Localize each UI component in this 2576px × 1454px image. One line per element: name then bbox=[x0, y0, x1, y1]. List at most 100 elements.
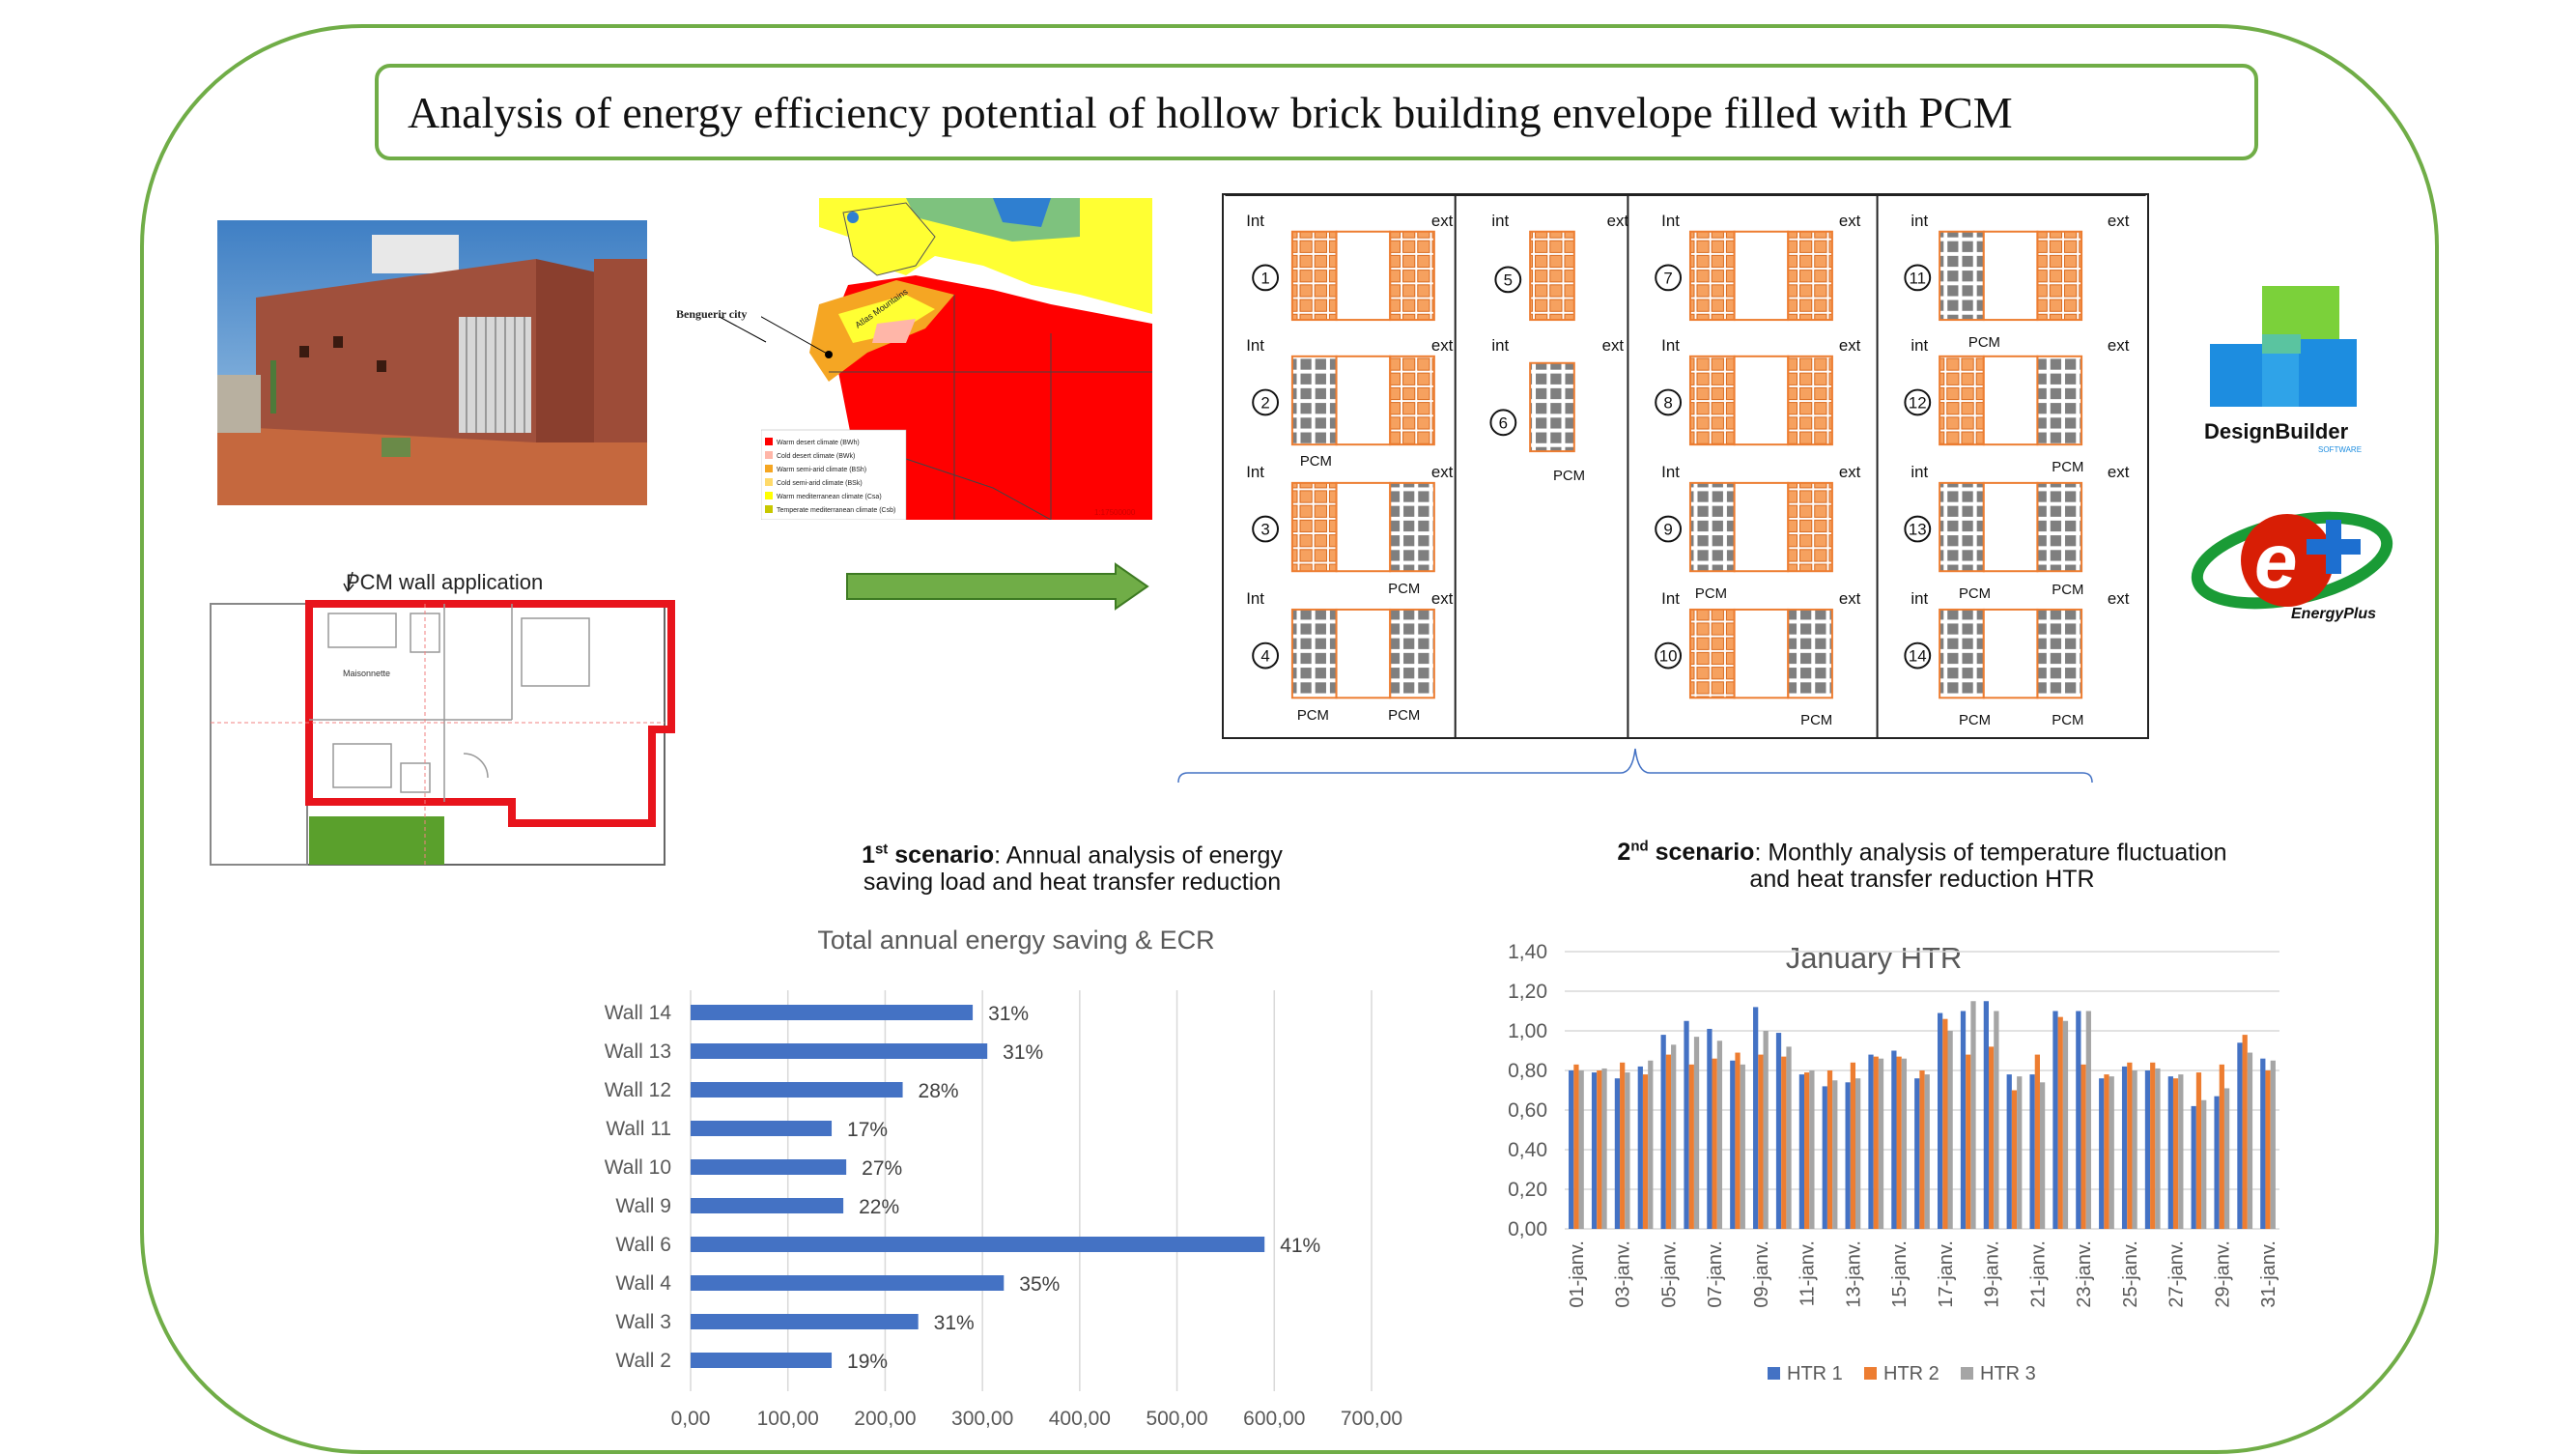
chart2-bar bbox=[1707, 1028, 1713, 1229]
chart2-bar bbox=[1924, 1074, 1930, 1229]
pcm-label: PCM bbox=[1297, 708, 1329, 724]
energyplus-text: EnergyPlus bbox=[2291, 606, 2376, 622]
wall-number: 13 bbox=[1909, 520, 1927, 538]
pcm-label: PCM bbox=[1968, 335, 2000, 351]
int-label: Int bbox=[1661, 463, 1680, 481]
chart2-bar bbox=[1919, 1070, 1925, 1229]
chart2-bar bbox=[2260, 1058, 2266, 1229]
chart1-data-label: 22% bbox=[859, 1196, 899, 1218]
pcm-brick bbox=[2036, 481, 2083, 573]
ext-label: ext bbox=[2108, 336, 2130, 355]
ext-label: ext bbox=[1431, 589, 1454, 608]
ext-label: ext bbox=[1607, 212, 1629, 230]
chart2-bar bbox=[1642, 1074, 1649, 1229]
scenario2-line2: and heat transfer reduction HTR bbox=[1749, 866, 2095, 894]
chart1-data-label: 17% bbox=[847, 1119, 888, 1141]
chart1-category: Wall 11 bbox=[606, 1118, 671, 1140]
chart2-bar bbox=[2223, 1088, 2230, 1229]
chart2-bar bbox=[2201, 1099, 2207, 1229]
chart2-ytick: 1,20 bbox=[1508, 981, 1547, 1003]
ext-label: ext bbox=[1431, 212, 1454, 230]
chart2-legend-swatch bbox=[1768, 1367, 1780, 1380]
chart2-bar bbox=[2085, 1011, 2091, 1229]
chart2-bar bbox=[2011, 1090, 2018, 1229]
chart2-ytick: 1,00 bbox=[1508, 1020, 1547, 1042]
chart2-bar bbox=[1832, 1080, 1838, 1229]
wall-number-badge bbox=[1904, 264, 1932, 292]
january-htr-chart: January HTR 0,00 0,20 0,40 0,60 0,80 1,00 1,20 1… bbox=[1508, 941, 2279, 1384]
air-gap bbox=[1335, 608, 1392, 699]
air-gap bbox=[1335, 230, 1392, 322]
chart2-bar bbox=[1947, 1031, 1953, 1229]
chart2-bar bbox=[2034, 1054, 2040, 1229]
int-label: Int bbox=[1661, 336, 1680, 355]
hollow-brick bbox=[1688, 230, 1736, 322]
chart2-bar bbox=[1914, 1078, 1920, 1229]
chart1-bar bbox=[691, 1198, 844, 1213]
wall-number-badge bbox=[1655, 515, 1683, 543]
scenario2-caption: 2nd scenario: Monthly analysis of temper… bbox=[1545, 834, 2299, 893]
pcm-brick bbox=[1389, 481, 1435, 573]
chart2-bar bbox=[1671, 1044, 1677, 1229]
scenario1-ordinal: 1 bbox=[862, 841, 875, 870]
map-legend-label: Cold desert climate (BWk) bbox=[777, 453, 855, 460]
wall-number: 4 bbox=[1260, 647, 1269, 666]
ext-label: ext bbox=[1839, 463, 1861, 481]
chart2-bar bbox=[1597, 1070, 1602, 1229]
wall-number: 7 bbox=[1663, 269, 1672, 287]
pcm-label: PCM bbox=[1959, 586, 1991, 602]
floor-plan: Maisonnette bbox=[210, 571, 675, 866]
int-label: int bbox=[1911, 463, 1928, 481]
wall-number-badge bbox=[1904, 641, 1932, 670]
chart2-xtick: 27-janv. bbox=[2166, 1240, 2188, 1308]
chart2-bar bbox=[2191, 1105, 2196, 1229]
chart2-bar bbox=[2029, 1074, 2035, 1229]
chart2-bar bbox=[1994, 1011, 1999, 1229]
chart2-bar bbox=[2076, 1011, 2081, 1229]
chart2-bar bbox=[1850, 1062, 1856, 1229]
chart2-bar bbox=[1591, 1072, 1598, 1229]
chart2-bar bbox=[1758, 1054, 1764, 1229]
map-legend-label: Warm desert climate (BWh) bbox=[777, 440, 860, 446]
map-legend: Warm desert climate (BWh) Cold desert cli… bbox=[765, 438, 895, 514]
map-legend-swatch bbox=[765, 451, 773, 459]
designbuilder-text: DesignBuilder bbox=[2204, 419, 2349, 443]
chart2-bar bbox=[1716, 1041, 1723, 1229]
map-scale: 1:17500000 bbox=[1094, 508, 1136, 517]
hollow-brick bbox=[1389, 230, 1435, 322]
chart2-bar bbox=[1688, 1064, 1694, 1229]
int-label: int bbox=[1911, 589, 1928, 608]
pcm-brick bbox=[2036, 355, 2083, 446]
wall-number: 2 bbox=[1260, 393, 1269, 412]
chart2-bar bbox=[2150, 1062, 2156, 1229]
chart2-xtick: 07-janv. bbox=[1705, 1240, 1726, 1308]
chart2-bar bbox=[2214, 1096, 2220, 1229]
pcm-label: PCM bbox=[2052, 713, 2083, 728]
chart1-category: Wall 4 bbox=[615, 1272, 671, 1295]
chart2-bar bbox=[1684, 1020, 1689, 1229]
wall-number: 3 bbox=[1260, 520, 1269, 538]
chart2-bar bbox=[2121, 1066, 2128, 1229]
chart1-category: Wall 6 bbox=[615, 1234, 671, 1256]
chart2-bar bbox=[2127, 1062, 2133, 1229]
chart2-bar bbox=[1983, 1001, 1989, 1229]
wall-number: 5 bbox=[1504, 271, 1513, 289]
svg-text:Maisonnette: Maisonnette bbox=[343, 669, 390, 678]
air-gap bbox=[1335, 481, 1392, 573]
pcm-label: PCM bbox=[1388, 582, 1420, 597]
int-label: Int bbox=[1246, 589, 1264, 608]
chart1-xtick: 100,00 bbox=[757, 1408, 819, 1430]
chart1-data-label: 31% bbox=[988, 1003, 1029, 1025]
chart2-bar bbox=[1786, 1046, 1792, 1229]
wall-configurations: Int ext 1 Int ext 2 Int ext 3 Int ext 4 PCM PCM PCM PCM… bbox=[1222, 193, 2149, 739]
chart2-bar bbox=[2062, 1020, 2069, 1229]
chart2-bar bbox=[1937, 1012, 1943, 1229]
chart2-bar bbox=[1775, 1033, 1782, 1229]
chart2-xtick: 03-janv. bbox=[1613, 1240, 1634, 1308]
wall-number: 8 bbox=[1663, 393, 1672, 412]
air-gap bbox=[1733, 230, 1790, 322]
chart2-ytick: 0,80 bbox=[1508, 1060, 1547, 1082]
map-legend-swatch bbox=[765, 492, 773, 499]
chart2-bar bbox=[1960, 1011, 1967, 1229]
chart2-bar bbox=[1573, 1064, 1579, 1229]
